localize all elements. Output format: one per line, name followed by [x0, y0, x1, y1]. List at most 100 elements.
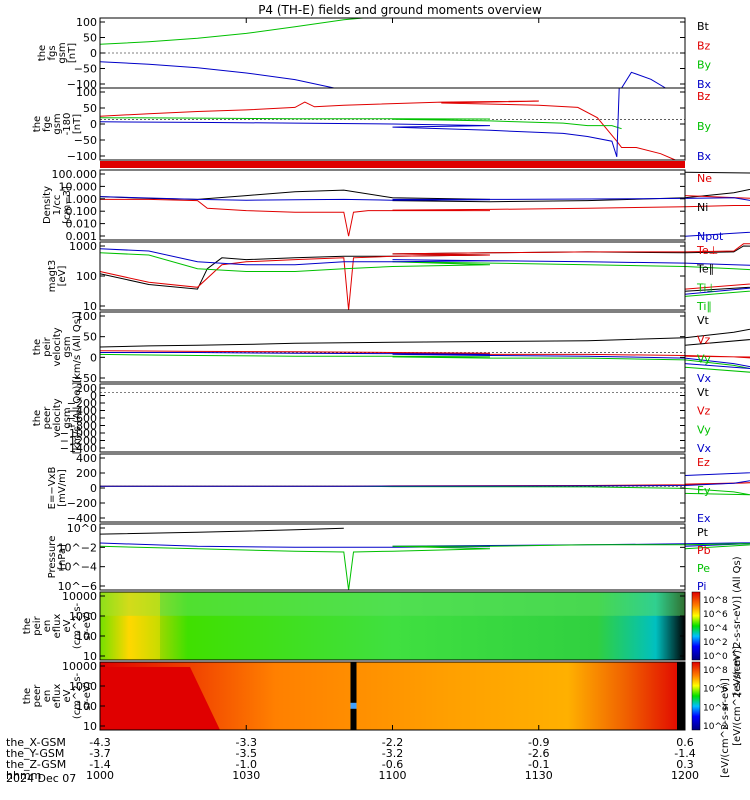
y-tick-label: 100	[76, 270, 97, 283]
panel-temperature: 1000 100 10 magt3 [eV] Te⊥ Te∥ Ti⊥ Ti∥	[47, 240, 750, 313]
series-line-Npot	[99, 196, 750, 237]
x-tick-label: -0.1	[528, 758, 549, 771]
legend-entry: Bz	[697, 90, 711, 103]
date-label: 2024 Dec 07	[6, 772, 76, 785]
x-row-label: the_X-GSM	[6, 736, 66, 749]
y-tick-label: 50	[83, 32, 97, 45]
y-axis-label: the	[32, 410, 43, 426]
x-tick-label: 1130	[525, 769, 553, 782]
y-axis-label: en	[42, 620, 53, 633]
y-axis-label: [nPa]	[57, 544, 68, 570]
legend-entry: Ni	[697, 201, 708, 214]
y-axis-label: fgs	[47, 45, 58, 60]
series-line-By	[99, 17, 364, 45]
colorbar-tick-label: 10^2	[703, 722, 728, 732]
colorbar-tick-label: 10^4	[703, 624, 728, 634]
panel-fgs: 100 50 0 −50 −100 the fgs gsm [nT] Bt Bz By Bx	[37, 16, 712, 91]
y-axis-label: the	[22, 618, 33, 634]
x-tick-label: -3.5	[236, 747, 257, 760]
y-axis-label: magt3	[47, 260, 58, 293]
y-tick-label: 200	[76, 382, 97, 395]
y-tick-label: 1000	[69, 680, 97, 693]
x-tick-label: -3.7	[89, 747, 110, 760]
legend-entry: Vt	[697, 386, 710, 399]
y-tick-label: 400	[76, 452, 97, 465]
y-axis-label: Pressure	[47, 536, 58, 579]
legend-entry: Ex	[697, 512, 711, 525]
heatmap-gap	[677, 662, 685, 730]
y-axis-label: sr-eV)	[82, 611, 93, 640]
x-tick-label: 1100	[379, 769, 407, 782]
series-line-Pt	[99, 527, 344, 535]
y-axis-label: (cm^2-s-	[72, 672, 83, 719]
y-tick-label: 200	[76, 467, 97, 480]
y-axis-label: [km/s (All Qs)]	[72, 311, 83, 383]
series-line-Ne	[100, 195, 750, 237]
y-axis-label: eV	[62, 689, 73, 702]
y-axis-label: E=−VxB	[47, 467, 58, 510]
panel-frame	[99, 169, 686, 241]
y-tick-label: 10	[83, 720, 97, 733]
bottom-unit-label: [eV/(cm^2-s-sr-eV)]	[720, 678, 731, 778]
legend-entry: By	[697, 59, 712, 72]
y-axis-label: [nT]	[67, 43, 78, 63]
series-line-Pe	[99, 543, 750, 591]
y-axis-label: the	[37, 45, 48, 61]
x-tick-label: -3.2	[382, 747, 403, 760]
legend-entry: By	[697, 120, 712, 133]
series-line-Vy	[99, 353, 750, 373]
legend-entry: Pe	[697, 562, 710, 575]
series-line-Bz	[99, 100, 676, 161]
y-tick-label: 10^−2	[58, 541, 97, 554]
y-tick-label: 10.000	[59, 180, 98, 193]
colorbar-tick-label: 10^8	[703, 666, 728, 676]
heatmap-gap	[350, 662, 357, 730]
legend-entry: Vy	[697, 353, 711, 366]
y-tick-label: −400	[67, 405, 97, 418]
series-line-Ti	[99, 248, 750, 295]
x-row-label: hhmm	[6, 769, 41, 782]
y-tick-label: 50	[83, 331, 97, 344]
y-axis-label: en	[42, 690, 53, 703]
x-tick-label: 0.3	[676, 758, 694, 771]
y-tick-label: −50	[74, 134, 97, 147]
y-axis-label: the	[32, 339, 43, 355]
y-axis-label: [nT]	[72, 114, 83, 134]
y-axis-label: peir	[42, 336, 53, 356]
y-tick-label: 1000	[69, 240, 97, 253]
y-tick-label: −400	[67, 512, 97, 525]
x-tick-label: -2.6	[528, 747, 549, 760]
legend-entry: Pt	[697, 526, 709, 539]
y-tick-label: −50	[74, 372, 97, 385]
legend-entry: Bt	[697, 20, 710, 33]
y-tick-label: −200	[67, 397, 97, 410]
y-axis-label: eflux	[52, 614, 63, 639]
legend-entry: Ne	[697, 172, 712, 185]
x-tick-label: 1200	[671, 769, 699, 782]
legend-entry: Ez	[697, 456, 710, 469]
y-tick-label: 100	[76, 310, 97, 323]
y-axis-label: fge	[42, 116, 53, 132]
y-tick-label: −1200	[60, 435, 97, 448]
y-tick-label: 0	[90, 47, 97, 60]
y-axis-label: peer	[42, 406, 53, 430]
y-axis-label: eflux	[52, 684, 63, 709]
y-tick-label: −600	[67, 412, 97, 425]
heatmap-band	[100, 592, 160, 660]
legend-entry: Bz	[697, 39, 711, 52]
heatmap-band	[100, 592, 685, 616]
x-tick-label: -2.2	[382, 736, 403, 749]
series-line-Bx	[99, 87, 620, 158]
y-axis-label: -180	[62, 113, 73, 136]
heatmap-band	[100, 667, 220, 730]
legend-entry: Vx	[697, 442, 712, 455]
x-tick-label: -0.9	[528, 736, 549, 749]
x-row-label: the_Y-GSM	[6, 747, 64, 760]
x-tick-label: 1000	[86, 769, 114, 782]
series-line-Te⊥	[99, 243, 750, 311]
y-axis-label: [mV/m]	[57, 469, 68, 507]
y-tick-label: 100	[76, 16, 97, 29]
